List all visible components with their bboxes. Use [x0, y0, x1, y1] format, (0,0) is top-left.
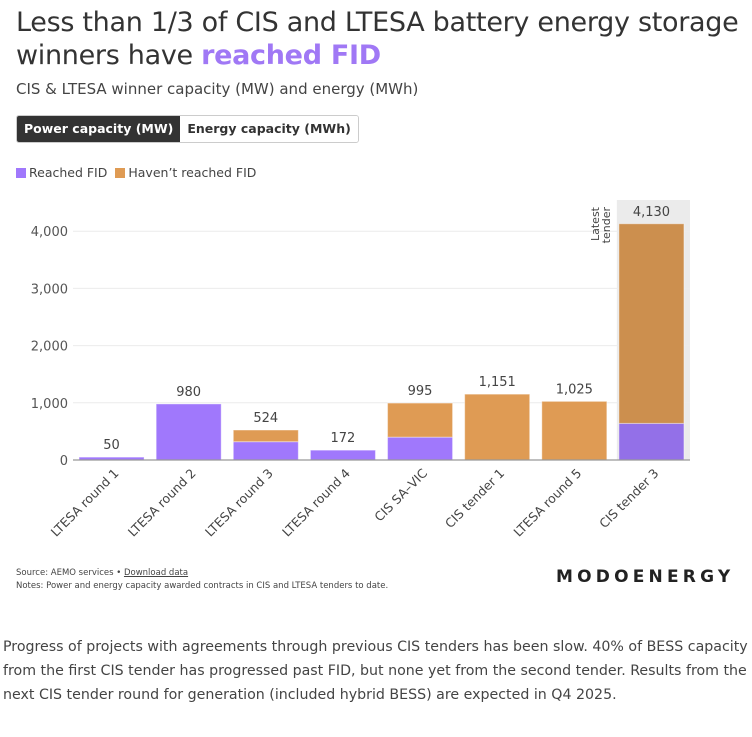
y-tick-label: 0 — [60, 454, 68, 469]
x-tick-label: LTESA round 5 — [510, 466, 584, 540]
data-label: 172 — [331, 431, 356, 446]
data-label: 980 — [176, 385, 201, 400]
bar-reached-fid[interactable] — [387, 436, 454, 461]
bar-reached-fid[interactable] — [309, 449, 376, 461]
legend-swatch-reached — [16, 167, 26, 178]
data-label: 1,151 — [479, 375, 516, 390]
source-line: Source: AEMO services • Download data — [16, 568, 188, 578]
title-prefix: Less than 1/3 of CIS and LTESA battery e… — [16, 7, 739, 71]
latest-tender-annotation: tender — [600, 207, 613, 244]
body-paragraph: Progress of projects with agreements thr… — [3, 639, 748, 703]
y-tick-label: 4,000 — [31, 225, 68, 240]
source-text: Source: AEMO services • — [16, 568, 124, 578]
download-data-link[interactable]: Download data — [123, 568, 189, 578]
bar-not-reached-fid[interactable] — [541, 400, 608, 461]
brand-logo: MODOENERGY — [556, 567, 735, 587]
y-tick-label: 1,000 — [31, 397, 68, 412]
energy-capacity-tab[interactable]: Energy capacity (MWh) — [180, 116, 358, 142]
bar-not-reached-fid[interactable] — [387, 402, 454, 438]
legend-item-reached: Reached FID — [16, 165, 107, 180]
x-tick-label: CIS tender 1 — [442, 466, 507, 531]
legend-item-not-reached: Haven’t reached FID — [115, 165, 256, 180]
chart-subtitle: CIS & LTESA winner capacity (MW) and ene… — [16, 80, 419, 98]
legend-swatch-not-reached — [115, 167, 126, 178]
x-tick-label: CIS tender 3 — [596, 466, 661, 531]
x-tick-label: LTESA round 2 — [125, 466, 199, 540]
x-tick-label: LTESA round 4 — [279, 465, 353, 539]
metric-toggle: Power capacity (MW) Energy capacity (MWh… — [16, 115, 359, 143]
x-tick-label: LTESA round 3 — [202, 466, 276, 540]
bar-not-reached-fid[interactable] — [232, 429, 299, 443]
legend-label-reached: Reached FID — [29, 165, 108, 180]
bar-reached-fid[interactable] — [155, 403, 222, 461]
y-tick-label: 2,000 — [31, 340, 68, 355]
x-tick-label: CIS SA–VIC — [371, 465, 430, 524]
y-tick-label: 3,000 — [31, 282, 68, 297]
bar-not-reached-fid[interactable] — [618, 223, 685, 424]
bar-reached-fid[interactable] — [232, 441, 299, 461]
data-label: 4,130 — [633, 205, 670, 220]
latest-tender-annotation: Latest — [589, 206, 602, 241]
chart-title: Less than 1/3 of CIS and LTESA battery e… — [16, 6, 746, 72]
legend-label-not-reached: Haven’t reached FID — [128, 165, 257, 180]
bar-not-reached-fid[interactable] — [464, 393, 531, 461]
title-highlight: reached FID — [201, 40, 381, 71]
power-capacity-tab[interactable]: Power capacity (MW) — [17, 116, 181, 142]
notes-text: Notes: Power and energy capacity awarded… — [16, 581, 389, 591]
x-tick-label: LTESA round 1 — [48, 466, 122, 540]
data-label: 1,025 — [556, 382, 593, 397]
data-label: 995 — [408, 384, 433, 399]
bar-reached-fid[interactable] — [618, 422, 685, 461]
legend: Reached FID Haven’t reached FID — [16, 165, 256, 180]
data-label: 50 — [103, 438, 120, 453]
data-label: 524 — [253, 411, 278, 426]
bar-chart: 0 1,000 2,000 3,000 4,000 50 LTESA round 1 980 L… — [31, 200, 690, 540]
